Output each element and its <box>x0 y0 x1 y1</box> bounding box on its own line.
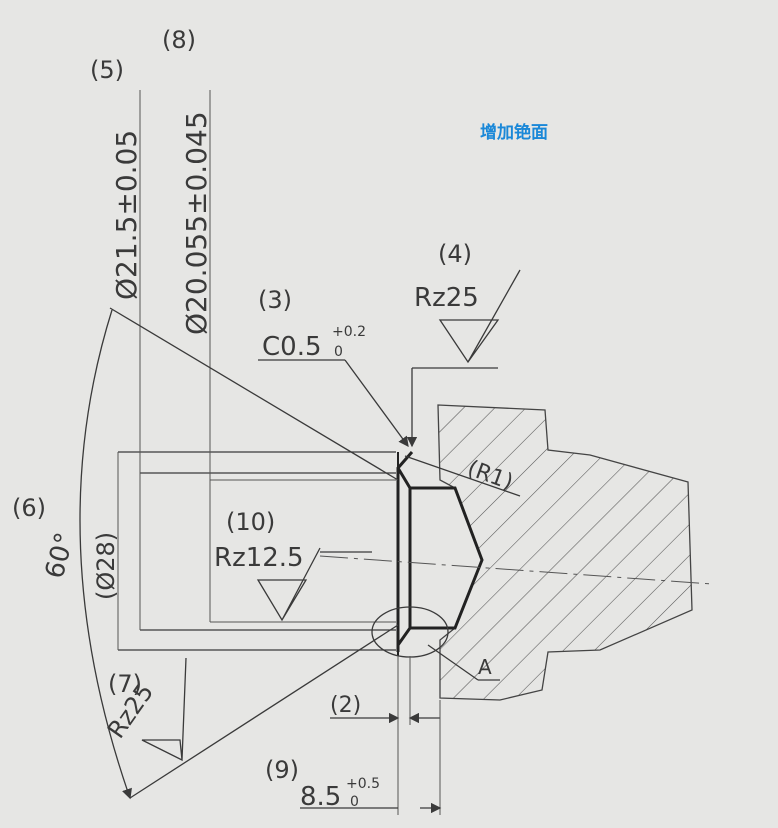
callout-4: (4) <box>438 240 472 268</box>
rz-bore-symbol <box>256 547 321 622</box>
radius-leader <box>404 455 521 497</box>
callout-7: (7) <box>108 670 142 698</box>
callout-5: (5) <box>90 56 124 84</box>
callout-3: (3) <box>258 286 292 314</box>
dim-angle: 60° <box>40 530 81 582</box>
callout-6: (6) <box>12 494 46 522</box>
center-line <box>319 555 713 585</box>
callout-8: (8) <box>162 26 196 54</box>
rz-top-label: Rz25 <box>414 283 479 313</box>
annotation-note: 增加铯面 <box>480 122 548 143</box>
cone-cavity <box>408 488 482 628</box>
angle-arc <box>79 309 132 800</box>
callout-10: (10) <box>226 508 275 536</box>
dim-length: 8.5 <box>300 782 341 812</box>
dim-length-tol-lower: 0 <box>350 794 359 810</box>
dim-chamfer-tol-lower: 0 <box>334 344 343 360</box>
dim-dia-outer: Ø21.5±0.05 <box>110 130 143 300</box>
detail-a-label: A <box>478 655 492 679</box>
dim-chamfer-tol-upper: +0.2 <box>332 324 366 340</box>
detail-a-leader <box>427 644 479 681</box>
dim-dia-ref: (Ø28) <box>92 532 120 600</box>
rz-top-symbol <box>438 269 521 364</box>
dim-chamfer: C0.5 <box>262 332 322 362</box>
rz-bore-label: Rz12.5 <box>214 543 304 573</box>
chamfer-leader <box>344 359 409 448</box>
angle-leg-lower <box>129 624 399 799</box>
dim-dia-inner: Ø20.055±0.045 <box>180 111 213 335</box>
dim-length-tol-upper: +0.5 <box>346 776 380 792</box>
angle-leg-upper <box>109 307 399 481</box>
callout-9: (9) <box>265 756 299 784</box>
callout-2: (2) <box>330 693 361 718</box>
rz-left-symbol <box>141 657 187 762</box>
